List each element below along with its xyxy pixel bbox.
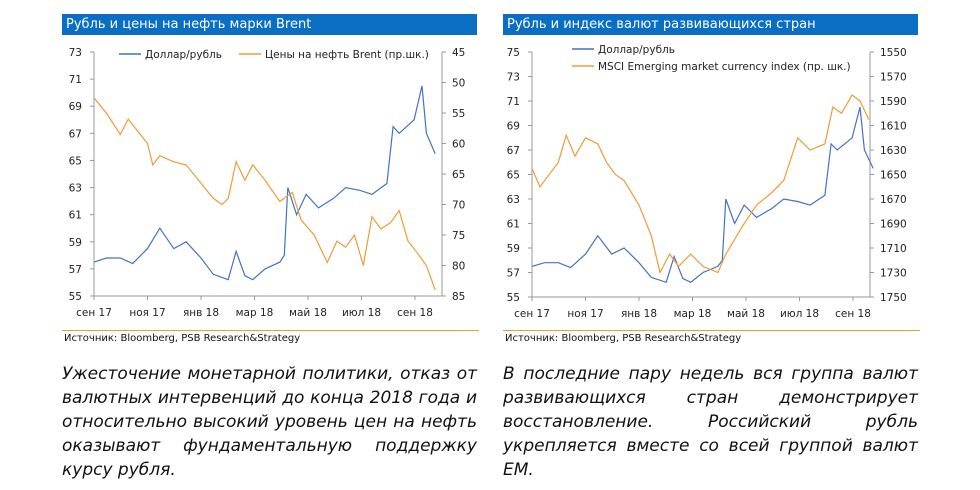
y2-tick-label: 1650 [880, 170, 907, 182]
series-line-usdrub [531, 106, 874, 284]
y2-tick-label: 1550 [880, 47, 907, 59]
y-tick-label: 75 [507, 47, 520, 59]
y-tick-label: 67 [507, 145, 520, 157]
y2-tick-label: 1690 [880, 219, 907, 231]
source-note: Источник: Bloomberg, PSB Research&Strate… [62, 330, 479, 344]
y2-tick-label: 1630 [880, 145, 907, 157]
y-tick-label: 65 [69, 155, 82, 167]
legend-label: Доллар/рубль [145, 49, 222, 61]
y2-tick-label: 80 [452, 261, 465, 273]
x-tick-label: май 18 [289, 307, 327, 319]
x-tick-label: мар 18 [236, 307, 274, 319]
y-tick-label: 73 [507, 72, 520, 84]
series-line-usdrub [93, 85, 436, 281]
y-tick-label: 55 [69, 291, 82, 303]
chart-title: Рубль и индекс валют развивающихся стран [503, 14, 918, 35]
legend-label: MSCI Emerging market currency index (пр.… [598, 61, 851, 73]
x-tick-label: май 18 [727, 308, 765, 320]
y2-tick-label: 85 [452, 291, 465, 303]
y-tick-label: 59 [507, 243, 520, 255]
commentary-right: В последние пару недель вся группа валют… [503, 364, 918, 480]
legend-label: Доллар/рубль [598, 44, 675, 56]
source-note: Источник: Bloomberg, PSB Research&Strate… [503, 330, 920, 344]
y-tick-label: 57 [507, 268, 520, 280]
y-tick-label: 61 [69, 210, 82, 222]
y-tick-label: 71 [69, 74, 82, 86]
y-tick-label: 61 [507, 219, 520, 231]
y2-tick-label: 1730 [880, 268, 907, 280]
series-line-index [93, 97, 436, 291]
y2-tick-label: 70 [452, 200, 465, 212]
y2-tick-label: 55 [452, 108, 465, 120]
y2-tick-label: 60 [452, 139, 465, 151]
y-tick-label: 71 [507, 96, 520, 108]
y-tick-label: 65 [507, 170, 520, 182]
series-line-index [531, 94, 870, 275]
y2-tick-label: 50 [452, 78, 465, 90]
y2-tick-label: 1570 [880, 72, 907, 84]
y-tick-label: 59 [69, 237, 82, 249]
x-tick-label: июл 18 [780, 308, 819, 320]
y2-tick-label: 1610 [880, 121, 907, 133]
legend-label: Цены на нефть Brent (пр.шк.) [265, 49, 429, 61]
x-tick-label: сен 17 [76, 307, 112, 319]
y2-tick-label: 1670 [880, 194, 907, 206]
commentary-left: Ужесточение монетарной политики, отказ о… [62, 364, 477, 480]
y2-tick-label: 75 [452, 230, 465, 242]
y-tick-label: 69 [507, 121, 520, 133]
x-tick-label: мар 18 [674, 308, 712, 320]
x-tick-label: июл 18 [342, 307, 381, 319]
y2-tick-label: 45 [452, 47, 465, 59]
y2-tick-label: 1750 [880, 292, 907, 304]
x-tick-label: сен 18 [397, 307, 433, 319]
x-tick-label: ноя 17 [129, 307, 165, 319]
x-tick-label: янв 18 [621, 308, 657, 320]
y-tick-label: 69 [69, 101, 82, 113]
chart-panel-right: Рубль и индекс валют развивающихся стран… [503, 14, 920, 344]
y2-tick-label: 1590 [880, 96, 907, 108]
x-tick-label: ноя 17 [567, 308, 603, 320]
y-tick-label: 63 [69, 183, 82, 195]
y-tick-label: 73 [69, 47, 82, 59]
y2-tick-label: 1710 [880, 243, 907, 255]
y-tick-label: 67 [69, 128, 82, 140]
y-tick-label: 55 [507, 292, 520, 304]
y-tick-label: 57 [69, 264, 82, 276]
y2-tick-label: 65 [452, 169, 465, 181]
y-tick-label: 63 [507, 194, 520, 206]
chart-panel-left: Рубль и цены на нефть марки Brent Источн… [62, 14, 479, 344]
x-tick-label: сен 18 [835, 308, 871, 320]
chart-title: Рубль и цены на нефть марки Brent [62, 14, 477, 35]
x-tick-label: янв 18 [183, 307, 219, 319]
x-tick-label: сен 17 [514, 308, 550, 320]
